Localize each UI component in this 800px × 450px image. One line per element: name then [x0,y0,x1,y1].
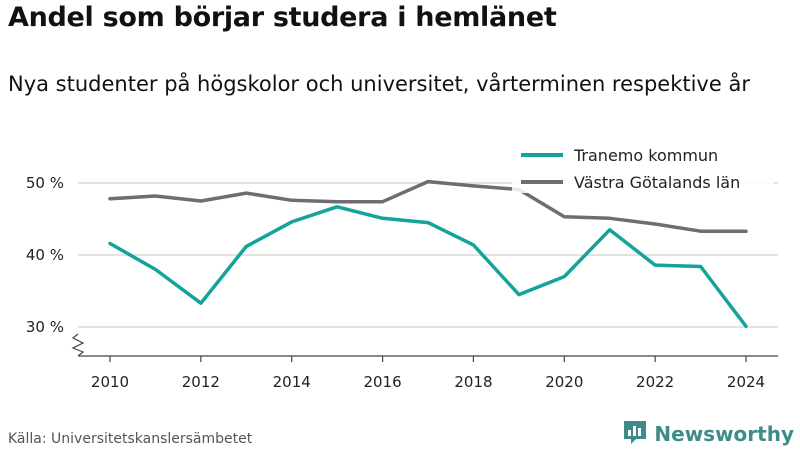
y-axis-labels: 30 % 40 % 50 % [26,174,64,336]
x-tick-label: 2012 [182,373,220,391]
series-line-0 [108,205,748,329]
x-axis: 2010 2012 2014 2016 2018 2020 2022 2024 [78,355,778,391]
grid-lines [78,182,778,328]
x-tick-label: 2020 [545,373,583,391]
y-tick-label: 40 % [26,246,64,264]
source-note: Källa: Universitetskanslersämbetet [8,431,253,447]
bar-chart-logo-icon [622,419,648,449]
x-tick-label: 2014 [273,373,311,391]
chart-title: Andel som börjar studera i hemlänet [8,2,557,33]
x-tick-label: 2018 [454,373,492,391]
x-tick-label: 2016 [363,373,401,391]
y-tick-label: 50 % [26,174,64,192]
y-tick-label: 30 % [26,318,64,336]
series-lines [108,179,748,329]
legend-label: Tranemo kommun [573,146,718,165]
legend-label: Västra Götalands län [574,173,740,192]
chart-subtitle: Nya studenter på högskolor och universit… [8,72,750,96]
axis-break-marker [71,333,85,357]
x-tick-label: 2022 [636,373,674,391]
legend: Tranemo kommun Västra Götalands län [512,143,774,193]
axis-break-zigzag [71,333,85,357]
x-tick-label: 2010 [91,373,129,391]
brand-name: Newsworthy [654,422,794,446]
legend-background [512,143,774,193]
brand-logo: Newsworthy [622,420,794,448]
series-line-1 [108,179,748,233]
x-tick-label: 2024 [727,373,765,391]
